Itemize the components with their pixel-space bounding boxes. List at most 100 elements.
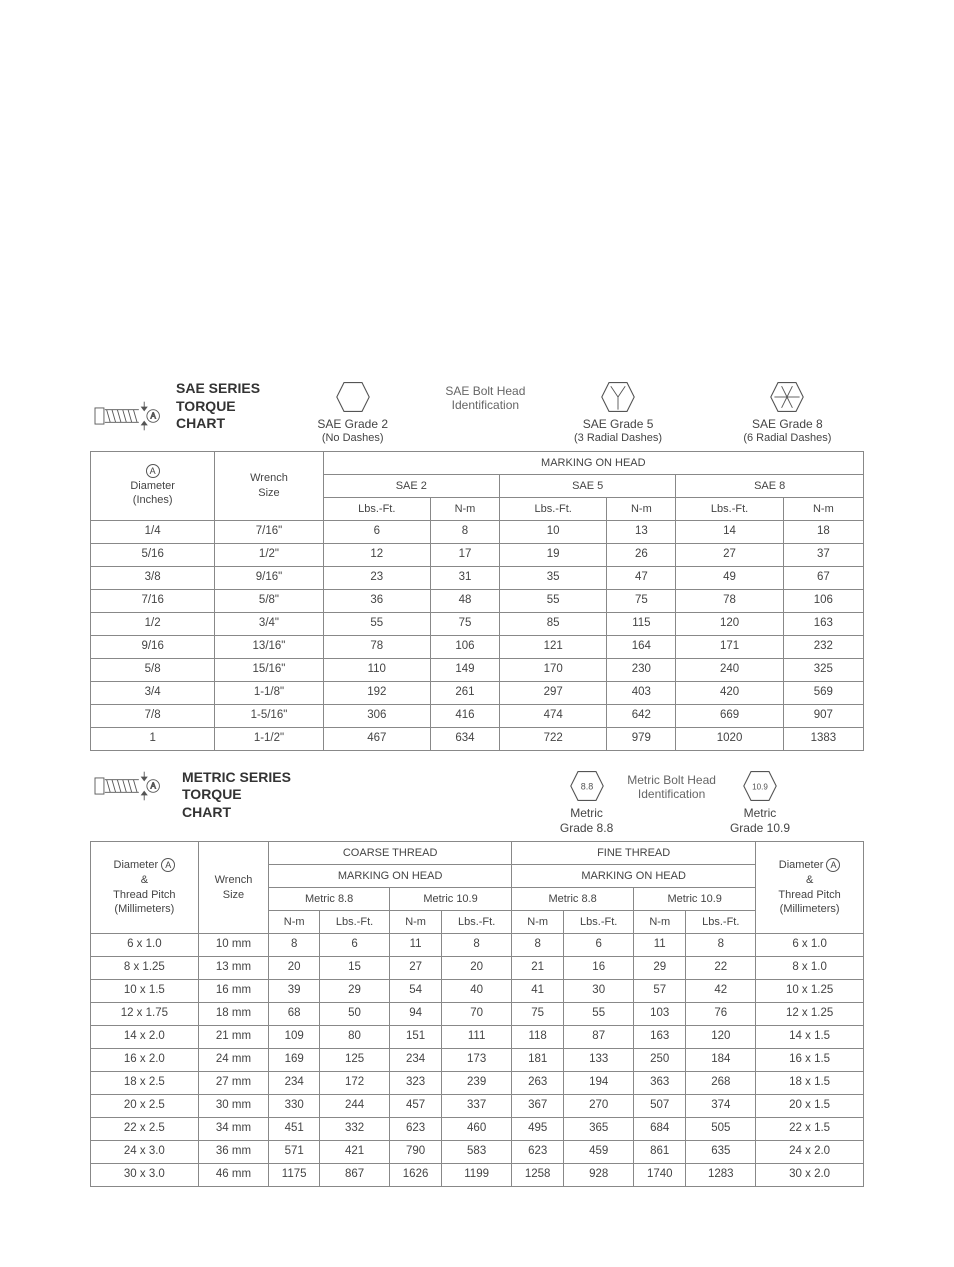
table-cell: 85 — [500, 612, 607, 635]
table-cell: 78 — [676, 589, 783, 612]
sae-wr-l1: Wrench — [250, 472, 288, 484]
metric-g109-l2: Grade 10.9 — [730, 821, 790, 835]
table-cell: 505 — [686, 1118, 756, 1141]
sae-grade5-label: SAE Grade 5 — [541, 417, 694, 431]
table-cell: 13 — [607, 520, 676, 543]
m-dia-r2: & — [806, 874, 813, 886]
table-cell: 3/4 — [91, 681, 215, 704]
sae8-nm: N-m — [783, 497, 863, 520]
metric-head-id-line2: Identification — [638, 787, 705, 801]
table-cell: 184 — [686, 1049, 756, 1072]
f-m109: Metric 10.9 — [634, 888, 756, 911]
f-m88: Metric 8.8 — [512, 888, 634, 911]
table-cell: 75 — [607, 589, 676, 612]
table-cell: 1/4 — [91, 520, 215, 543]
sae-header: A SAE SERIES TORQUE CHART SAE Grade 2 (N… — [90, 380, 864, 445]
table-cell: 569 — [783, 681, 863, 704]
table-cell: 57 — [634, 980, 686, 1003]
table-row: 24 x 3.036 mm57142179058362345986163524 … — [91, 1141, 864, 1164]
table-cell: 332 — [320, 1118, 390, 1141]
table-cell: 75 — [512, 1003, 564, 1026]
table-cell: 416 — [430, 704, 499, 727]
coarse-thread-hdr: COARSE THREAD — [269, 842, 512, 865]
sae5-lbsft: Lbs.-Ft. — [500, 497, 607, 520]
c109-lbs: Lbs.-Ft. — [442, 911, 512, 934]
table-cell: 12 x 1.25 — [756, 1003, 864, 1026]
table-cell: 6 — [320, 934, 390, 957]
table-cell: 5/16 — [91, 543, 215, 566]
table-row: 1/47/16"6810131418 — [91, 520, 864, 543]
table-cell: 30 — [564, 980, 634, 1003]
table-cell: 106 — [783, 589, 863, 612]
table-cell: 133 — [564, 1049, 634, 1072]
table-cell: 27 — [389, 957, 441, 980]
table-cell: 103 — [634, 1003, 686, 1026]
m-dia-r4: (Millimeters) — [780, 903, 840, 915]
sae-col-diameter: A Diameter (Inches) — [91, 451, 215, 520]
table-cell: 14 — [676, 520, 783, 543]
table-cell: 460 — [442, 1118, 512, 1141]
table-cell: 23 — [323, 566, 430, 589]
table-cell: 42 — [686, 980, 756, 1003]
table-row: 14 x 2.021 mm109801511111188716312014 x … — [91, 1026, 864, 1049]
table-cell: 669 — [676, 704, 783, 727]
f109-lbs: Lbs.-Ft. — [686, 911, 756, 934]
table-cell: 420 — [676, 681, 783, 704]
table-cell: 8 — [686, 934, 756, 957]
c88-lbs: Lbs.-Ft. — [320, 911, 390, 934]
table-cell: 1 — [91, 727, 215, 750]
table-cell: 173 — [442, 1049, 512, 1072]
table-cell: 928 — [564, 1164, 634, 1187]
sae-grade2-sub: (No Dashes) — [276, 432, 429, 445]
table-cell: 507 — [634, 1095, 686, 1118]
table-row: 20 x 2.530 mm33024445733736727050737420 … — [91, 1095, 864, 1118]
table-cell: 12 x 1.75 — [91, 1003, 199, 1026]
table-cell: 1199 — [442, 1164, 512, 1187]
metric-g109-l1: Metric — [730, 806, 790, 820]
table-cell: 14 x 2.0 — [91, 1026, 199, 1049]
bolt-side-icon-metric: A — [90, 769, 168, 803]
table-cell: 36 — [323, 589, 430, 612]
table-cell: 20 — [269, 957, 320, 980]
f88-lbs: Lbs.-Ft. — [564, 911, 634, 934]
sae-torque-table: A Diameter (Inches) Wrench Size MARKING … — [90, 451, 864, 751]
m-dia-l1: Diameter — [114, 859, 159, 871]
table-row: 6 x 1.010 mm86118861186 x 1.0 — [91, 934, 864, 957]
sae-title-line3: CHART — [176, 415, 225, 431]
table-cell: 30 x 3.0 — [91, 1164, 199, 1187]
table-cell: 325 — [783, 658, 863, 681]
sae8-lbsft: Lbs.-Ft. — [676, 497, 783, 520]
table-cell: 27 mm — [198, 1072, 268, 1095]
hex-grade2-icon — [335, 380, 371, 414]
table-cell: 121 — [500, 635, 607, 658]
table-cell: 240 — [676, 658, 783, 681]
c-m88: Metric 8.8 — [269, 888, 390, 911]
table-cell: 80 — [320, 1026, 390, 1049]
table-cell: 18 mm — [198, 1003, 268, 1026]
table-cell: 861 — [634, 1141, 686, 1164]
table-cell: 17 — [430, 543, 499, 566]
metric-grade88-block: 8.8 Metric Grade 8.8 — [560, 769, 613, 835]
table-cell: 87 — [564, 1026, 634, 1049]
table-cell: 16 x 2.0 — [91, 1049, 199, 1072]
m-dia-l4: (Millimeters) — [114, 903, 174, 915]
table-cell: 623 — [389, 1118, 441, 1141]
table-cell: 27 — [676, 543, 783, 566]
table-cell: 451 — [269, 1118, 320, 1141]
table-cell: 16 mm — [198, 980, 268, 1003]
table-cell: 22 x 1.5 — [756, 1118, 864, 1141]
c109-nm: N-m — [389, 911, 441, 934]
table-cell: 722 — [500, 727, 607, 750]
table-cell: 18 x 2.5 — [91, 1072, 199, 1095]
table-cell: 24 mm — [198, 1049, 268, 1072]
table-cell: 47 — [607, 566, 676, 589]
table-cell: 55 — [323, 612, 430, 635]
metric-col-wrench: Wrench Size — [198, 842, 268, 934]
table-cell: 34 mm — [198, 1118, 268, 1141]
table-cell: 8 x 1.25 — [91, 957, 199, 980]
table-cell: 459 — [564, 1141, 634, 1164]
table-cell: 120 — [676, 612, 783, 635]
table-cell: 151 — [389, 1026, 441, 1049]
sae-title-block: A SAE SERIES TORQUE CHART — [90, 380, 260, 433]
table-cell: 13 mm — [198, 957, 268, 980]
